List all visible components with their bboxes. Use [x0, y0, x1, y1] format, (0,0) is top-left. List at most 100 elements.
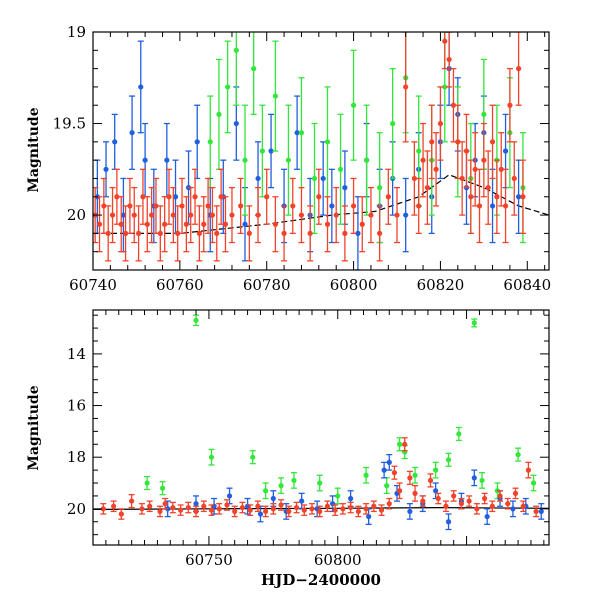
data-point	[316, 505, 323, 518]
data-point	[268, 113, 275, 189]
marker	[170, 504, 176, 511]
marker	[208, 507, 215, 513]
data-point	[467, 159, 474, 235]
marker	[298, 212, 305, 218]
marker	[445, 519, 452, 525]
marker	[205, 203, 211, 209]
marker	[309, 506, 315, 512]
data-point	[334, 487, 341, 505]
marker	[515, 452, 521, 458]
data-point	[538, 503, 545, 520]
data-point	[378, 504, 385, 516]
marker	[484, 513, 490, 520]
plot-area	[93, 32, 549, 270]
marker	[489, 139, 496, 145]
data-point	[484, 508, 491, 525]
marker	[335, 493, 341, 499]
marker	[278, 483, 284, 489]
marker	[225, 84, 231, 90]
data-point	[509, 500, 516, 518]
data-point	[196, 205, 203, 262]
data-point	[324, 86, 331, 198]
x-tick-label: 60740	[69, 276, 117, 294]
marker	[416, 148, 422, 154]
marker	[222, 221, 229, 227]
marker	[207, 139, 213, 145]
marker	[510, 506, 516, 512]
data-point	[200, 196, 207, 253]
y-axis-label: Magnitude	[26, 107, 42, 192]
data-point	[222, 196, 229, 253]
marker	[218, 194, 224, 200]
marker	[402, 441, 408, 447]
marker	[263, 488, 269, 494]
marker	[216, 506, 222, 512]
marker	[149, 212, 155, 218]
marker	[481, 157, 487, 163]
data-point	[290, 472, 297, 489]
marker	[278, 502, 284, 508]
data-point	[249, 450, 256, 465]
marker	[502, 203, 509, 209]
marker	[140, 194, 146, 200]
data-point	[458, 497, 465, 510]
marker	[214, 230, 220, 236]
marker	[317, 480, 323, 486]
plot-frame	[92, 31, 550, 271]
data-point	[103, 141, 110, 198]
data-point	[129, 95, 136, 170]
data-point	[148, 186, 155, 244]
marker	[516, 66, 522, 72]
data-point	[242, 104, 248, 216]
data-point	[109, 186, 116, 244]
marker	[233, 47, 239, 53]
marker	[359, 221, 365, 227]
marker	[329, 203, 335, 209]
data-point	[177, 504, 184, 516]
data-point	[166, 168, 172, 225]
data-point	[207, 95, 214, 189]
data-point	[137, 40, 144, 134]
marker	[416, 203, 422, 209]
marker	[407, 475, 413, 481]
marker	[366, 513, 372, 520]
marker	[396, 488, 403, 494]
data-point	[520, 500, 527, 513]
marker	[498, 166, 504, 172]
plot-frame	[92, 309, 550, 546]
series-green	[144, 314, 537, 505]
data-point	[159, 481, 166, 496]
data-point	[385, 168, 392, 225]
marker	[350, 203, 357, 209]
data-point	[493, 159, 500, 235]
data-point	[473, 503, 480, 515]
series-red	[100, 437, 540, 520]
data-point	[289, 177, 296, 235]
marker	[489, 503, 495, 509]
marker	[247, 507, 253, 513]
marker	[157, 230, 163, 236]
data-point	[459, 141, 466, 216]
data-point	[142, 122, 149, 198]
data-point	[100, 503, 107, 515]
data-point	[442, 500, 449, 513]
marker	[286, 508, 292, 515]
data-point	[183, 196, 190, 253]
marker	[412, 490, 418, 496]
data-point	[233, 32, 240, 106]
marker	[162, 501, 168, 507]
data-point	[412, 484, 419, 502]
marker	[368, 212, 374, 218]
marker	[311, 175, 318, 182]
data-point	[223, 499, 230, 511]
marker	[239, 504, 246, 511]
data-point	[193, 314, 200, 327]
marker	[157, 508, 163, 515]
marker	[264, 194, 270, 200]
data-point	[187, 186, 194, 244]
marker	[512, 490, 519, 496]
data-point	[433, 132, 440, 207]
data-point	[262, 505, 269, 518]
